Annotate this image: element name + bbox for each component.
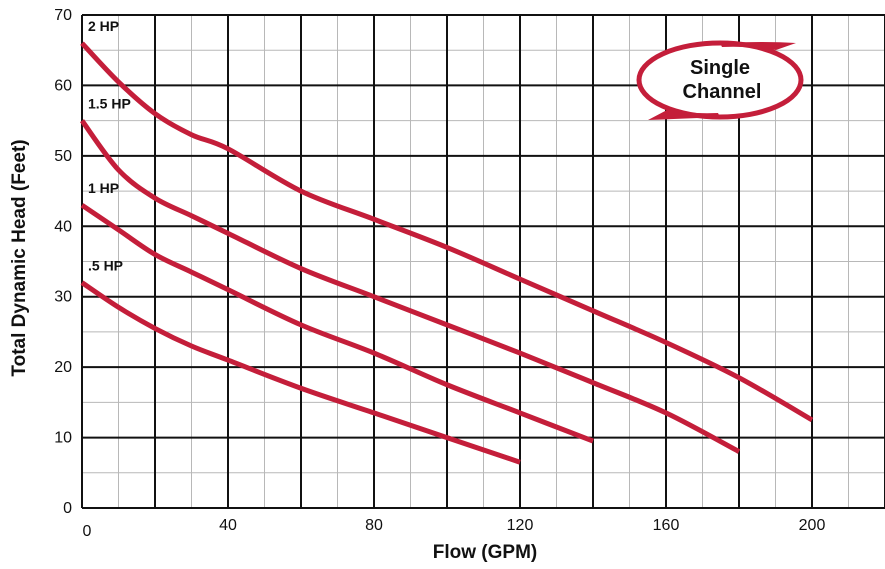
x-tick-label: 40 (219, 517, 237, 534)
x-tick-label: 160 (653, 517, 680, 534)
series-label-1-hp: 1 HP (88, 180, 119, 196)
series-label-2-hp: 2 HP (88, 18, 119, 34)
y-tick-label: 10 (54, 430, 72, 447)
series-label-5-hp: .5 HP (88, 258, 123, 274)
x-tick-label: 200 (799, 517, 826, 534)
y-tick-label: 70 (54, 7, 72, 24)
y-tick-label: 30 (54, 289, 72, 306)
y-tick-label: 50 (54, 148, 72, 165)
badge-ellipse (636, 40, 804, 120)
series-line-1-5-hp (79, 119, 741, 454)
single-channel-badge: Single Channel (636, 40, 804, 120)
badge-swoosh-top (720, 42, 796, 50)
x-tick-labels: 0 40 80 120 160 200 (83, 517, 826, 540)
grid (81, 14, 885, 509)
y-axis-title: Total Dynamic Head (Feet) (9, 139, 30, 376)
series-labels: 2 HP 1.5 HP 1 HP .5 HP (88, 18, 131, 273)
badge-swoosh-bottom (648, 110, 720, 120)
y-tick-label: 20 (54, 359, 72, 376)
series-line-2-hp (80, 41, 814, 423)
badge-text-single: Single (690, 57, 750, 79)
series-label-1-5-hp: 1.5 HP (88, 96, 131, 112)
y-tick-label: 0 (63, 500, 72, 517)
badge-text-channel: Channel (683, 81, 762, 103)
series-lines (79, 41, 814, 465)
series-line-5-hp (80, 280, 521, 465)
series-line-1-hp (80, 203, 594, 444)
y-tick-labels: 0 10 20 30 40 50 60 70 (54, 7, 72, 517)
x-tick-label: 0 (83, 523, 92, 540)
y-tick-label: 40 (54, 218, 72, 235)
y-tick-label: 60 (54, 77, 72, 94)
x-tick-label: 80 (365, 517, 383, 534)
x-tick-label: 120 (507, 517, 534, 534)
x-axis-title: Flow (GPM) (433, 542, 537, 563)
